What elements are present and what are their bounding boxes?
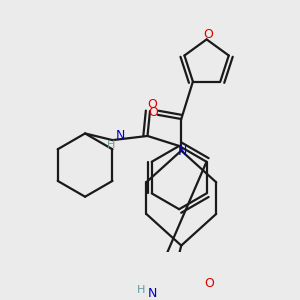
Text: H: H: [137, 286, 146, 296]
Text: H: H: [107, 140, 115, 150]
Text: O: O: [204, 277, 214, 290]
Text: O: O: [148, 98, 158, 111]
Text: N: N: [177, 145, 187, 158]
Text: N: N: [147, 287, 157, 300]
Text: O: O: [148, 106, 158, 119]
Text: N: N: [116, 130, 126, 142]
Text: O: O: [203, 28, 213, 41]
